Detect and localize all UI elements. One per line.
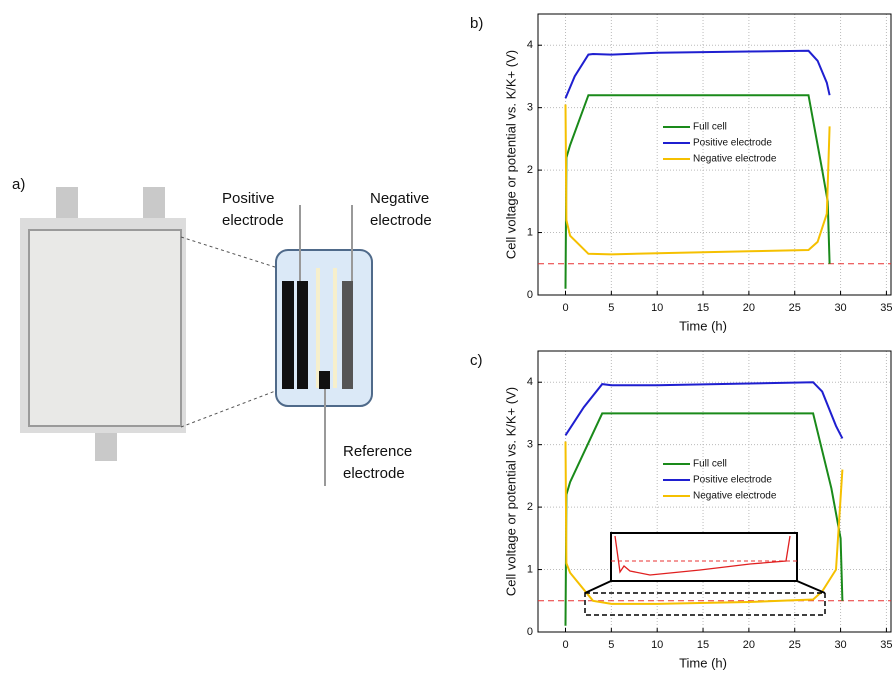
plot-frame (537, 13, 892, 296)
cell-schematic (275, 205, 373, 486)
x-tick-label: 20 (743, 639, 755, 651)
legend-label: Positive electrode (693, 138, 772, 149)
electrode (282, 281, 294, 389)
zoom-line (584, 580, 612, 594)
series-line (564, 49, 831, 99)
label: Negative (370, 190, 429, 207)
electrode (297, 281, 308, 389)
y-tick-label: 4 (527, 376, 533, 388)
y-tick-label: 3 (527, 102, 533, 114)
series-line (564, 412, 844, 626)
y-tick-label: 1 (527, 226, 533, 238)
y-tick-label: 4 (527, 39, 533, 51)
y-axis-label: Cell voltage or potential vs. K/K+ (V) (503, 387, 518, 596)
panel-label: a) (12, 176, 25, 193)
legend-label: Full cell (693, 122, 727, 133)
inset-box (610, 532, 798, 582)
series-line (564, 441, 844, 605)
x-tick-label: 25 (789, 639, 801, 651)
label: Reference (343, 443, 412, 460)
legend-label: Full cell (693, 459, 727, 470)
zoom-line (180, 236, 279, 269)
x-tick-label: 15 (697, 639, 709, 651)
x-tick-label: 10 (651, 639, 663, 651)
y-tick-label: 0 (527, 626, 533, 638)
x-tick-label: 35 (880, 302, 892, 314)
label: electrode (222, 212, 284, 229)
y-tick-label: 2 (527, 164, 533, 176)
zoom-line (796, 580, 826, 594)
x-tick-label: 35 (880, 639, 892, 651)
zoom-region (584, 592, 826, 616)
x-tick-label: 5 (608, 639, 614, 651)
y-tick-label: 0 (527, 289, 533, 301)
zoom-line (180, 389, 279, 428)
tab (95, 425, 117, 461)
cell-pocket (28, 229, 182, 427)
x-tick-label: 20 (743, 302, 755, 314)
y-tick-label: 3 (527, 439, 533, 451)
x-tick-label: 10 (651, 302, 663, 314)
panel-label: c) (470, 352, 483, 369)
zoom-inset (584, 532, 826, 616)
x-tick-label: 0 (562, 639, 568, 651)
plot-frame (537, 350, 892, 633)
tab (56, 187, 78, 223)
y-tick-label: 2 (527, 501, 533, 513)
y-axis-label: Cell voltage or potential vs. K/K+ (V) (503, 50, 518, 259)
x-tick-label: 5 (608, 302, 614, 314)
x-tick-label: 30 (834, 302, 846, 314)
separator (316, 268, 320, 388)
legend-label: Negative electrode (693, 154, 777, 165)
label: Positive (222, 190, 275, 207)
x-tick-label: 30 (834, 639, 846, 651)
legend-label: Positive electrode (693, 475, 772, 486)
tab (143, 187, 165, 223)
pouch-cell (20, 187, 186, 461)
separator (333, 268, 337, 388)
series-line (564, 381, 844, 439)
x-axis-label: Time (h) (679, 655, 727, 670)
x-tick-label: 15 (697, 302, 709, 314)
inset-curve (614, 535, 791, 576)
legend-label: Negative electrode (693, 491, 777, 502)
label: electrode (370, 212, 432, 229)
panel-label: b) (470, 15, 483, 32)
x-tick-label: 0 (562, 302, 568, 314)
y-tick-label: 1 (527, 563, 533, 575)
series-line (564, 104, 831, 256)
label: electrode (343, 465, 405, 482)
electrode (342, 281, 353, 389)
x-axis-label: Time (h) (679, 318, 727, 333)
x-tick-label: 25 (789, 302, 801, 314)
reference-electrode (319, 371, 330, 389)
